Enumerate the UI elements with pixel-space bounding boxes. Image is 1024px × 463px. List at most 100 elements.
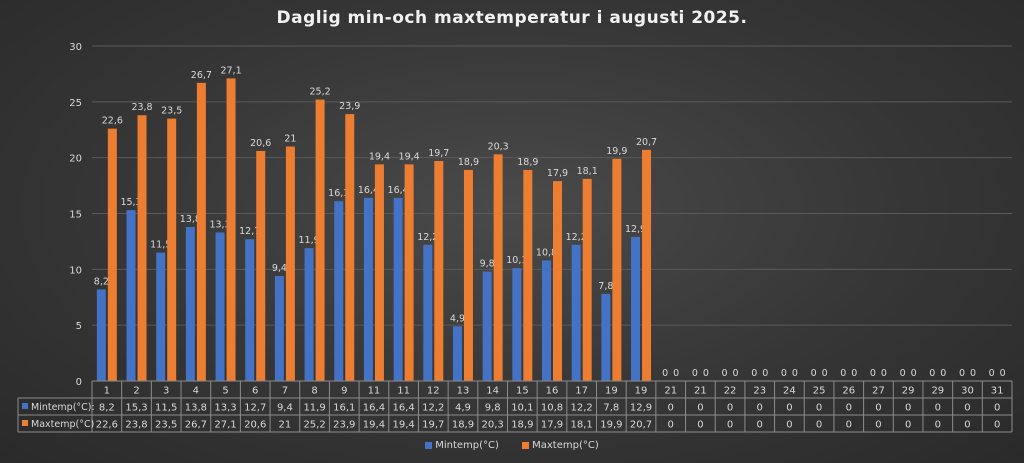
- table-cell-min: 12,2: [422, 403, 444, 414]
- x-tick-label: 23: [753, 386, 766, 397]
- bar-max: [107, 128, 117, 381]
- y-tick-label: 20: [69, 154, 82, 165]
- bar-max: [493, 154, 503, 381]
- bar-max: [285, 146, 295, 381]
- x-tick-label: 22: [724, 386, 737, 397]
- data-label-min: 10,8: [536, 247, 557, 258]
- table-cell-max: 0: [727, 420, 733, 431]
- bar-min: [185, 226, 195, 381]
- table-cell-max: 0: [875, 420, 881, 431]
- table-cell-min: 10,1: [511, 403, 533, 414]
- data-label-min: 16,4: [388, 185, 409, 196]
- bar-max: [582, 178, 592, 381]
- data-label-min: 11,5: [150, 240, 171, 251]
- y-tick-label: 0: [76, 377, 82, 388]
- table-cell-max: 22,6: [96, 420, 118, 431]
- bar-max: [374, 164, 384, 381]
- table-cell-min: 0: [994, 403, 1000, 414]
- data-label-min: 0: [781, 368, 787, 379]
- legend-item-max: Maxtemp(°C): [522, 440, 599, 451]
- x-tick-label: 11: [368, 386, 381, 397]
- data-label-max: 23,8: [131, 102, 152, 113]
- table-cell-min: 13,3: [214, 403, 236, 414]
- x-tick-label: 2: [133, 386, 139, 397]
- bar-max: [553, 181, 562, 381]
- table-cell-max: 0: [757, 420, 763, 431]
- bar-min: [512, 268, 522, 381]
- table-cell-max: 25,2: [303, 420, 325, 431]
- x-tick-label: 17: [575, 386, 588, 397]
- table-row-label-max: Maxtemp(°C): [31, 419, 94, 430]
- x-tick-label: 15: [516, 386, 529, 397]
- data-label-max: 19,7: [428, 148, 449, 159]
- data-label-min: 7,8: [598, 281, 613, 292]
- legend-label-min: Mintemp(°C): [435, 440, 499, 451]
- data-label-max: 0: [851, 368, 857, 379]
- x-tick-label: 14: [486, 386, 499, 397]
- data-label-min: 0: [900, 368, 906, 379]
- data-label-max: 18,9: [517, 157, 538, 168]
- bar-min: [631, 236, 641, 381]
- table-cell-max: 23,8: [125, 420, 147, 431]
- table-cell-max: 0: [905, 420, 911, 431]
- table-cell-min: 12,9: [630, 403, 652, 414]
- table-cell-max: 19,4: [363, 420, 385, 431]
- bar-max: [167, 118, 177, 381]
- data-label-min: 0: [692, 368, 698, 379]
- data-label-min: 8,2: [94, 276, 109, 287]
- table-cell-min: 0: [786, 403, 792, 414]
- data-label-max: 20,6: [250, 138, 271, 149]
- table-cell-min: 15,3: [125, 403, 147, 414]
- data-label-max: 25,2: [310, 87, 331, 98]
- x-tick-label: 7: [282, 386, 288, 397]
- x-tick-label: 27: [872, 386, 885, 397]
- bar-min: [482, 271, 492, 381]
- table-cell-min: 0: [816, 403, 822, 414]
- bar-min: [601, 293, 611, 381]
- bar-min: [542, 260, 551, 381]
- table-cell-max: 17,9: [541, 420, 563, 431]
- data-label-max: 18,1: [577, 166, 598, 177]
- legend-swatch-max: [522, 441, 530, 449]
- data-label-min: 11,9: [299, 235, 320, 246]
- data-label-min: 0: [989, 368, 995, 379]
- data-label-max: 18,9: [458, 157, 479, 168]
- data-label-max: 19,4: [399, 151, 420, 162]
- data-label-max: 22,6: [102, 116, 123, 127]
- data-label-min: 0: [929, 368, 935, 379]
- bar-max: [196, 82, 206, 381]
- data-label-max: 0: [940, 368, 946, 379]
- table-swatch-min: [22, 403, 28, 409]
- data-label-max: 23,9: [339, 101, 360, 112]
- x-tick-label: 3: [163, 386, 169, 397]
- x-tick-label: 31: [991, 386, 1004, 397]
- x-tick-label: 8: [311, 386, 317, 397]
- table-cell-max: 20,3: [482, 420, 504, 431]
- table-cell-max: 18,9: [511, 420, 533, 431]
- bar-max: [137, 115, 147, 381]
- data-label-min: 0: [751, 368, 757, 379]
- table-cell-max: 23,5: [155, 420, 177, 431]
- bar-max: [345, 114, 355, 381]
- y-tick-label: 15: [69, 210, 82, 221]
- data-label-max: 20,7: [636, 137, 657, 148]
- table-cell-min: 11,9: [303, 403, 325, 414]
- y-tick-label: 10: [69, 265, 82, 276]
- table-cell-min: 12,2: [571, 403, 593, 414]
- bar-max: [226, 78, 236, 381]
- bar-min: [571, 244, 581, 381]
- table-cell-max: 27,1: [214, 420, 236, 431]
- table-cell-min: 0: [964, 403, 970, 414]
- table-swatch-max: [22, 420, 28, 426]
- table-row-label-min: Mintemp(°C):: [31, 402, 95, 413]
- bar-min: [423, 244, 433, 381]
- x-tick-label: 25: [813, 386, 826, 397]
- table-cell-min: 7,8: [603, 403, 619, 414]
- data-label-max: 20,3: [488, 141, 509, 152]
- bar-max: [612, 158, 622, 381]
- data-label-min: 13,3: [209, 219, 230, 230]
- table-cell-max: 0: [816, 420, 822, 431]
- data-label-max: 0: [733, 368, 739, 379]
- data-label-min: 16,4: [358, 185, 379, 196]
- data-label-max: 0: [673, 368, 679, 379]
